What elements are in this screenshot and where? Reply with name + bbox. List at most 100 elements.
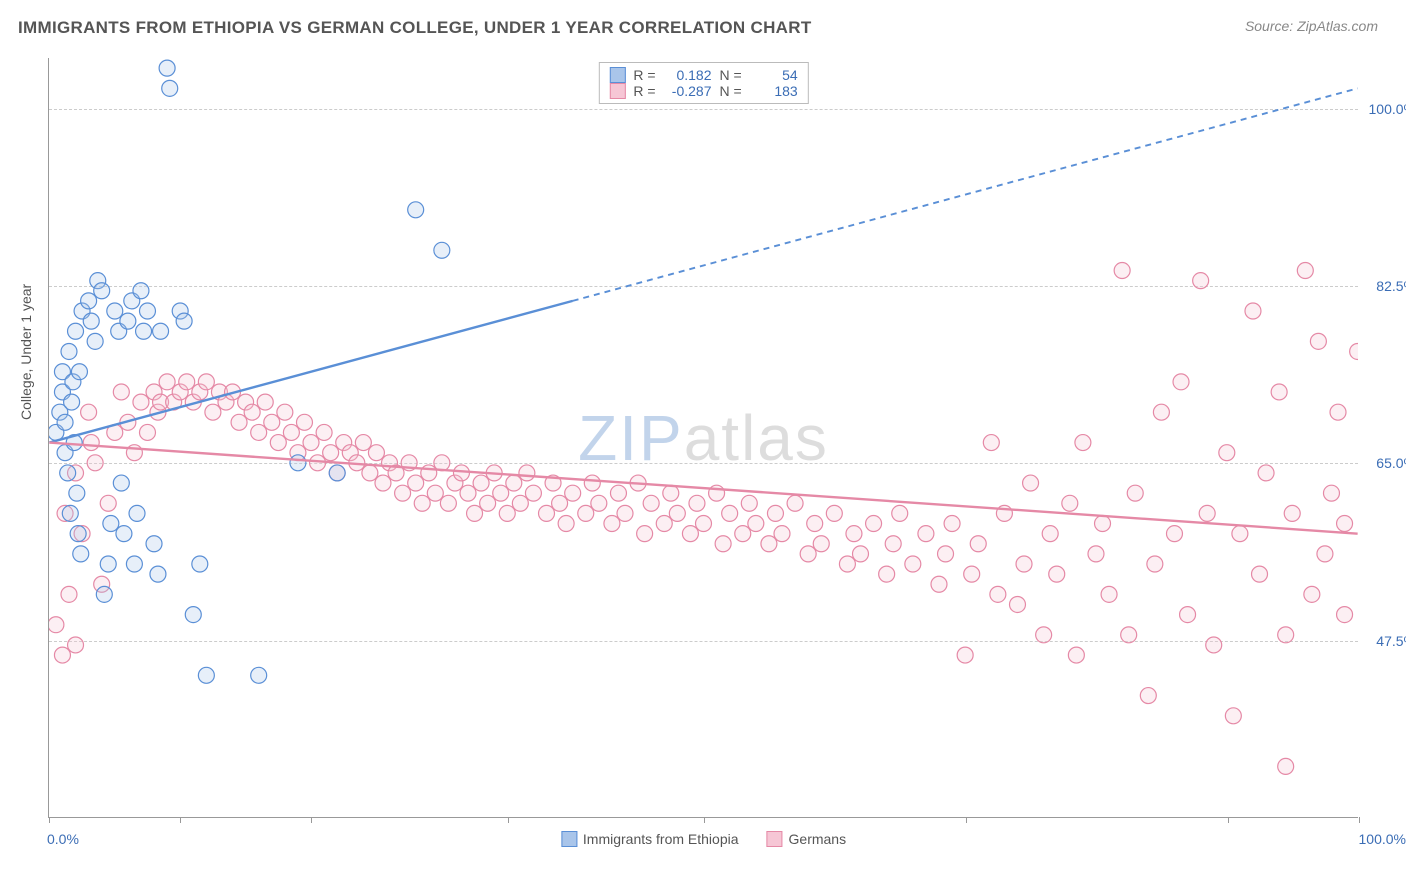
regression-line-dashed — [573, 88, 1358, 301]
scatter-point — [179, 374, 195, 390]
scatter-point — [696, 516, 712, 532]
scatter-point — [395, 485, 411, 501]
scatter-point — [1016, 556, 1032, 572]
scatter-point — [964, 566, 980, 582]
scatter-point — [813, 536, 829, 552]
scatter-point — [375, 475, 391, 491]
legend-item: Immigrants from Ethiopia — [561, 831, 739, 847]
scatter-point — [440, 495, 456, 511]
scatter-point — [87, 333, 103, 349]
legend-item: Germans — [767, 831, 847, 847]
scatter-point — [1062, 495, 1078, 511]
scatter-point — [146, 536, 162, 552]
scatter-point — [1278, 627, 1294, 643]
header: IMMIGRANTS FROM ETHIOPIA VS GERMAN COLLE… — [0, 0, 1406, 46]
scatter-point — [1114, 263, 1130, 279]
scatter-point — [931, 576, 947, 592]
scatter-point — [192, 556, 208, 572]
scatter-point — [54, 647, 70, 663]
scatter-point — [81, 404, 97, 420]
scatter-point — [682, 526, 698, 542]
swatch-icon — [767, 831, 783, 847]
scatter-point — [637, 526, 653, 542]
legend-stats-box: R = 0.182 N = 54 R = -0.287 N = 183 — [598, 62, 808, 104]
scatter-point — [1009, 596, 1025, 612]
x-tick — [49, 817, 50, 823]
scatter-point — [525, 485, 541, 501]
scatter-point — [139, 303, 155, 319]
scatter-point — [656, 516, 672, 532]
scatter-point — [480, 495, 496, 511]
x-tick — [704, 817, 705, 823]
scatter-point — [938, 546, 954, 562]
scatter-point — [506, 475, 522, 491]
scatter-point — [94, 283, 110, 299]
scatter-point — [826, 505, 842, 521]
scatter-point — [1068, 647, 1084, 663]
scatter-point — [107, 303, 123, 319]
scatter-point — [1206, 637, 1222, 653]
scatter-point — [251, 667, 267, 683]
scatter-point — [1075, 435, 1091, 451]
scatter-point — [1245, 303, 1261, 319]
scatter-point — [408, 202, 424, 218]
scatter-point — [1042, 526, 1058, 542]
scatter-point — [610, 485, 626, 501]
scatter-point — [421, 465, 437, 481]
scatter-point — [689, 495, 705, 511]
source-attribution: Source: ZipAtlas.com — [1245, 18, 1378, 34]
scatter-point — [539, 505, 555, 521]
scatter-point — [879, 566, 895, 582]
scatter-point — [113, 384, 129, 400]
y-tick-label: 100.0% — [1364, 101, 1406, 117]
scatter-point — [558, 516, 574, 532]
scatter-point — [296, 414, 312, 430]
scatter-point — [355, 435, 371, 451]
scatter-point — [715, 536, 731, 552]
scatter-point — [1199, 505, 1215, 521]
swatch-icon — [561, 831, 577, 847]
scatter-point — [434, 242, 450, 258]
scatter-point — [49, 617, 64, 633]
scatter-point — [264, 414, 280, 430]
scatter-point — [162, 80, 178, 96]
scatter-point — [244, 404, 260, 420]
scatter-svg — [49, 58, 1358, 817]
scatter-point — [552, 495, 568, 511]
scatter-point — [957, 647, 973, 663]
scatter-point — [136, 323, 152, 339]
swatch-icon — [609, 83, 625, 99]
y-tick-label: 47.5% — [1364, 633, 1406, 649]
x-tick — [1228, 817, 1229, 823]
legend-label: Immigrants from Ethiopia — [583, 831, 739, 847]
x-tick — [508, 817, 509, 823]
scatter-point — [126, 556, 142, 572]
scatter-point — [748, 516, 764, 532]
scatter-point — [198, 667, 214, 683]
scatter-point — [990, 586, 1006, 602]
scatter-point — [774, 526, 790, 542]
y-axis-label: College, Under 1 year — [18, 284, 34, 420]
scatter-point — [120, 313, 136, 329]
scatter-point — [1271, 384, 1287, 400]
source-name: ZipAtlas.com — [1297, 18, 1378, 34]
stat-r-label: R = — [633, 67, 655, 83]
scatter-point — [460, 485, 476, 501]
scatter-point — [735, 526, 751, 542]
scatter-point — [1304, 586, 1320, 602]
scatter-point — [303, 435, 319, 451]
x-tick — [1359, 817, 1360, 823]
scatter-point — [198, 374, 214, 390]
chart-plot-area: ZIPatlas R = 0.182 N = 54 R = -0.287 N =… — [48, 58, 1358, 818]
scatter-point — [1173, 374, 1189, 390]
scatter-point — [970, 536, 986, 552]
scatter-point — [427, 485, 443, 501]
scatter-point — [83, 313, 99, 329]
scatter-point — [983, 435, 999, 451]
scatter-point — [839, 556, 855, 572]
x-axis-start-label: 0.0% — [47, 831, 79, 847]
scatter-point — [800, 546, 816, 562]
scatter-point — [853, 546, 869, 562]
scatter-point — [1166, 526, 1182, 542]
scatter-point — [257, 394, 273, 410]
